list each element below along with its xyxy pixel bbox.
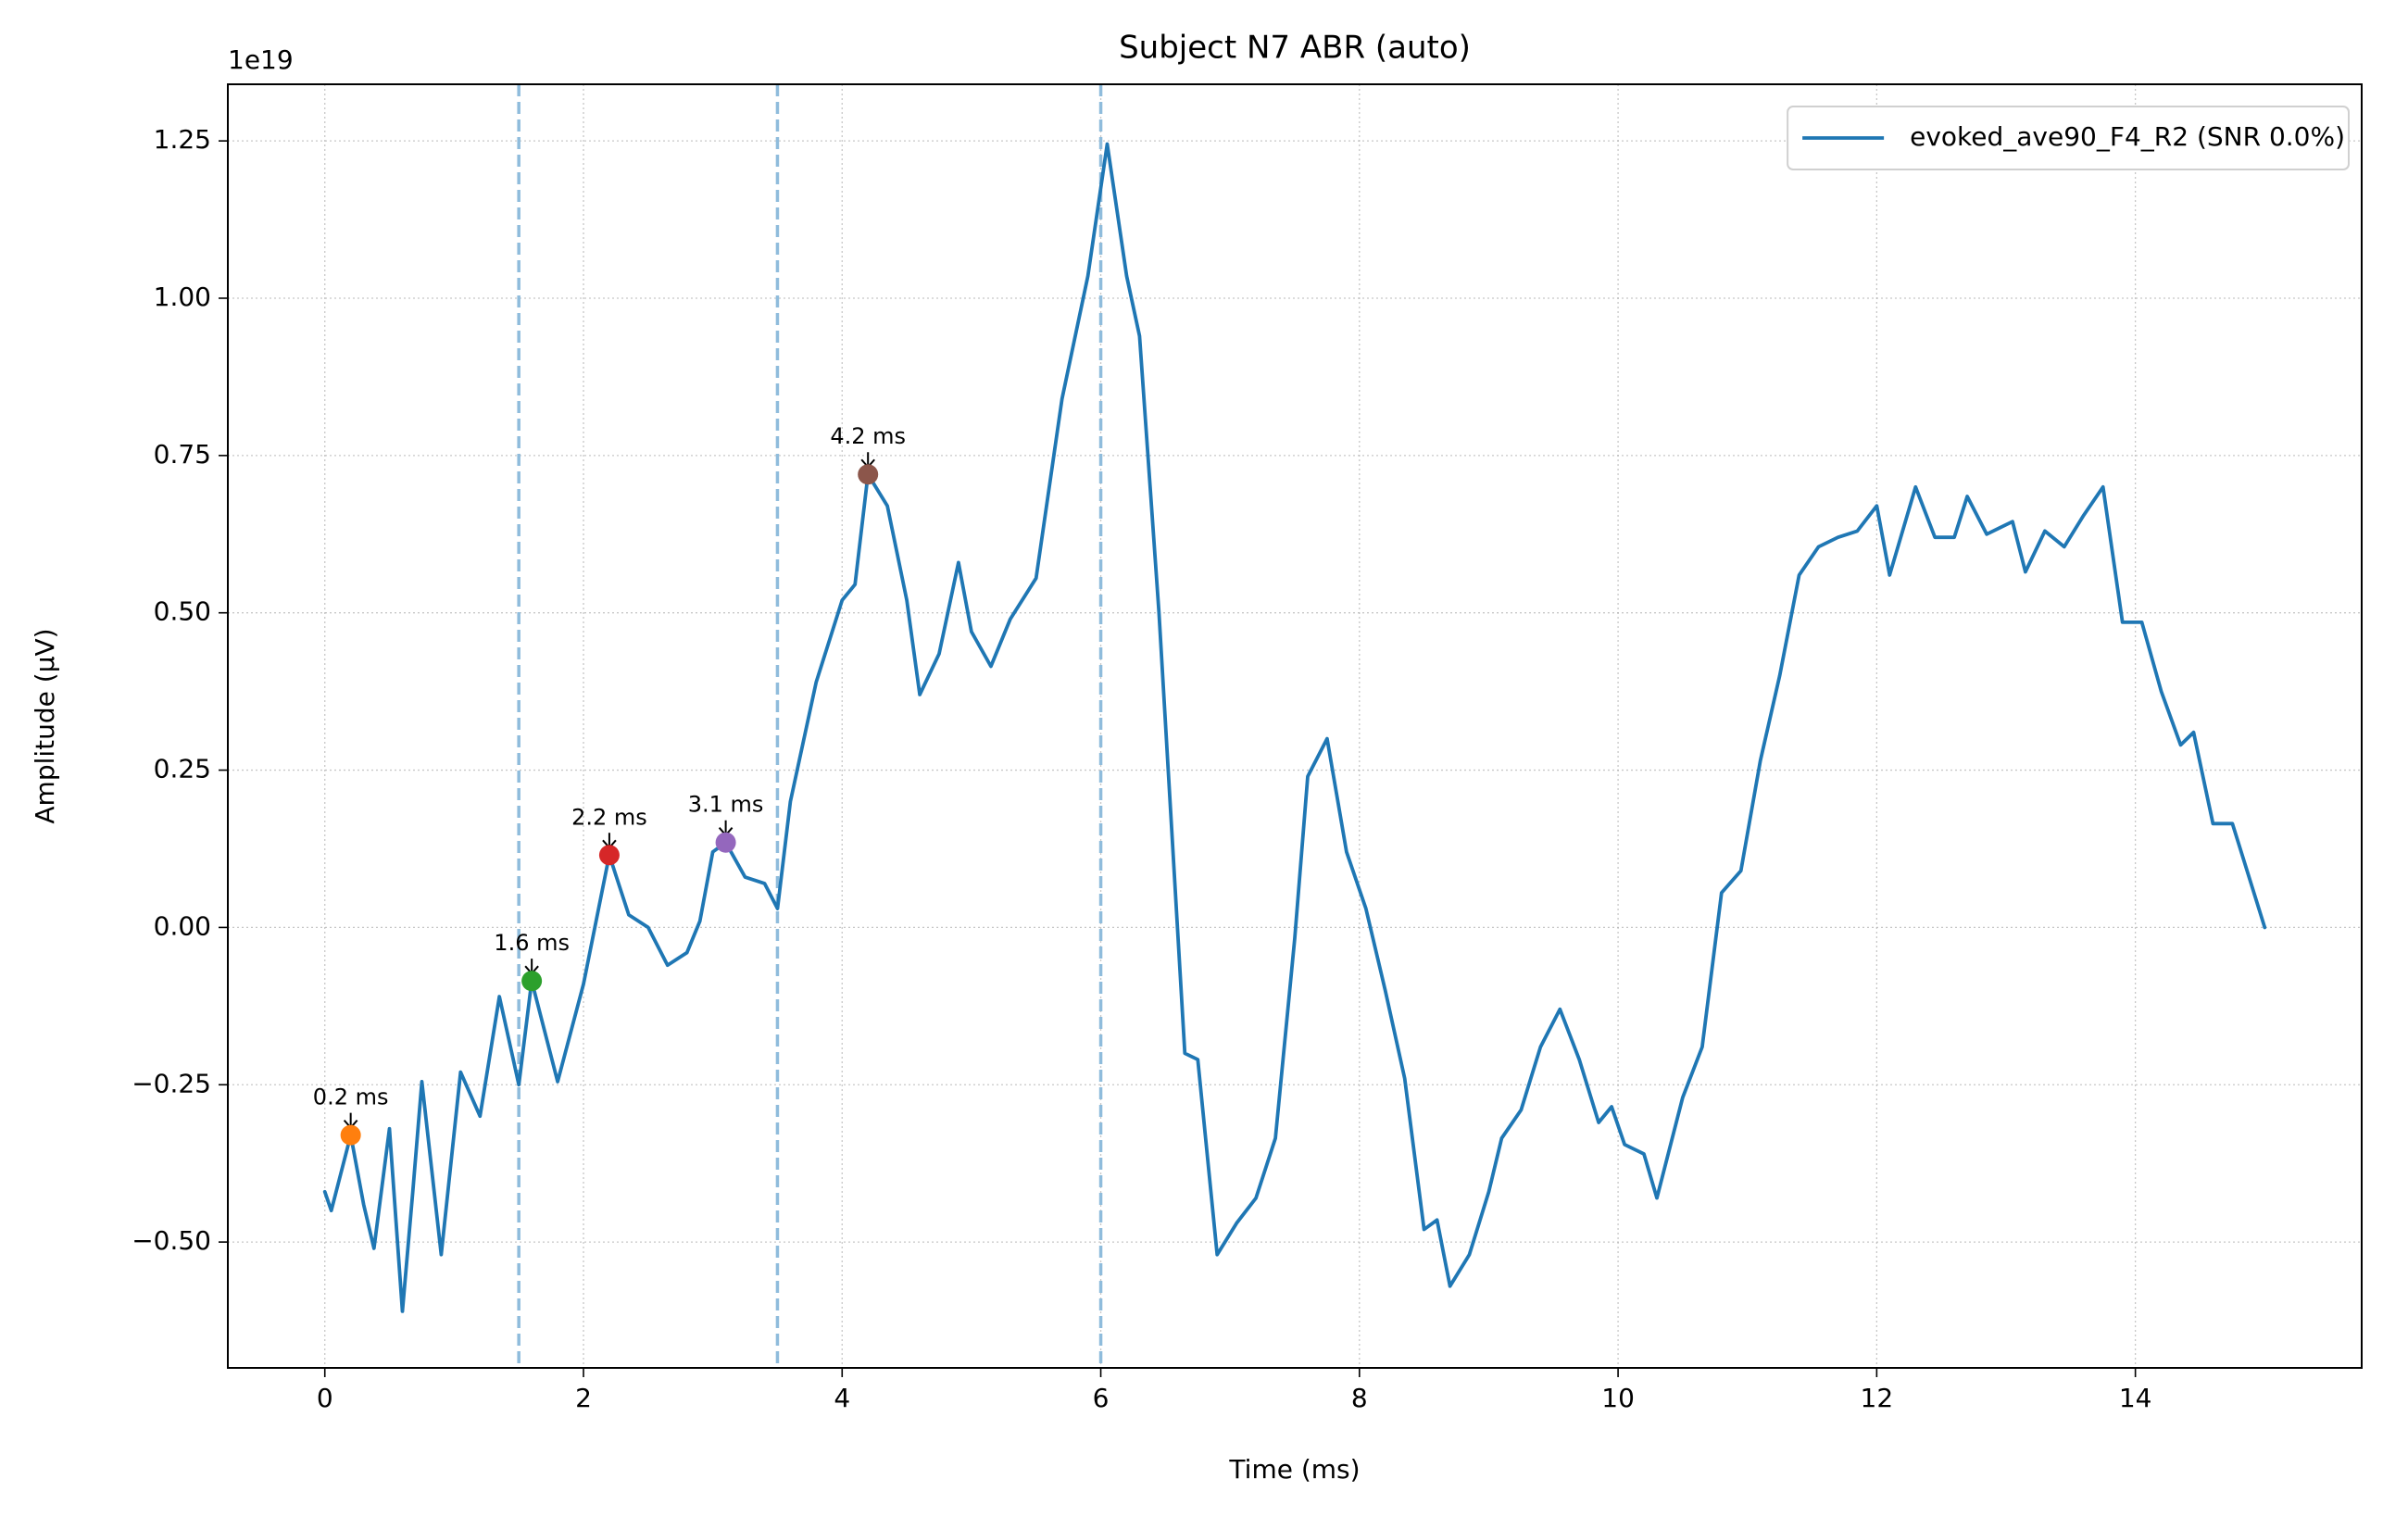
annotation: 3.1 ms [688, 792, 764, 818]
x-tick-label: 4 [834, 1383, 850, 1413]
y-tick-label: 1.25 [154, 124, 211, 155]
legend-label: evoked_ave90_F4_R2 (SNR 0.0%) [1910, 121, 2345, 152]
plot-frame [227, 83, 2363, 1369]
y-tick-label: 1.00 [154, 282, 211, 312]
y-offset-label: 1e19 [228, 44, 294, 75]
legend-box [1787, 106, 2350, 170]
data-line [322, 142, 2267, 1313]
annotation: 2.2 ms [571, 804, 647, 830]
x-tick-label: 2 [575, 1383, 592, 1413]
chart-title: Subject N7 ABR (auto) [1119, 30, 1471, 67]
x-tick-label: 10 [1601, 1383, 1635, 1413]
peak-marker [340, 1124, 361, 1146]
y-tick-label: 0.75 [154, 439, 211, 470]
y-tick-label: −0.25 [132, 1068, 211, 1098]
legend: evoked_ave90_F4_R2 (SNR 0.0%) [1787, 106, 2350, 170]
peak-marker [598, 845, 620, 866]
x-axis-label: Time (ms) [1228, 1454, 1360, 1485]
x-tick-label: 14 [2119, 1383, 2152, 1413]
y-tick-label: 0.00 [154, 910, 211, 941]
annotation: 1.6 ms [494, 930, 570, 956]
peak-marker [521, 971, 543, 992]
annotation: 0.2 ms [313, 1084, 389, 1110]
x-tick-label: 12 [1861, 1383, 1894, 1413]
peak-marker [858, 464, 879, 485]
x-tick-label: 6 [1093, 1383, 1110, 1413]
annotation: 4.2 ms [830, 423, 906, 449]
y-tick-label: 0.25 [154, 754, 211, 784]
x-tick-label: 8 [1351, 1383, 1368, 1413]
x-tick-label: 0 [317, 1383, 333, 1413]
y-axis-label: Amplitude (µV) [30, 628, 60, 823]
peak-marker [715, 832, 736, 853]
y-tick-label: −0.50 [132, 1225, 211, 1256]
y-tick-label: 0.50 [154, 596, 211, 627]
